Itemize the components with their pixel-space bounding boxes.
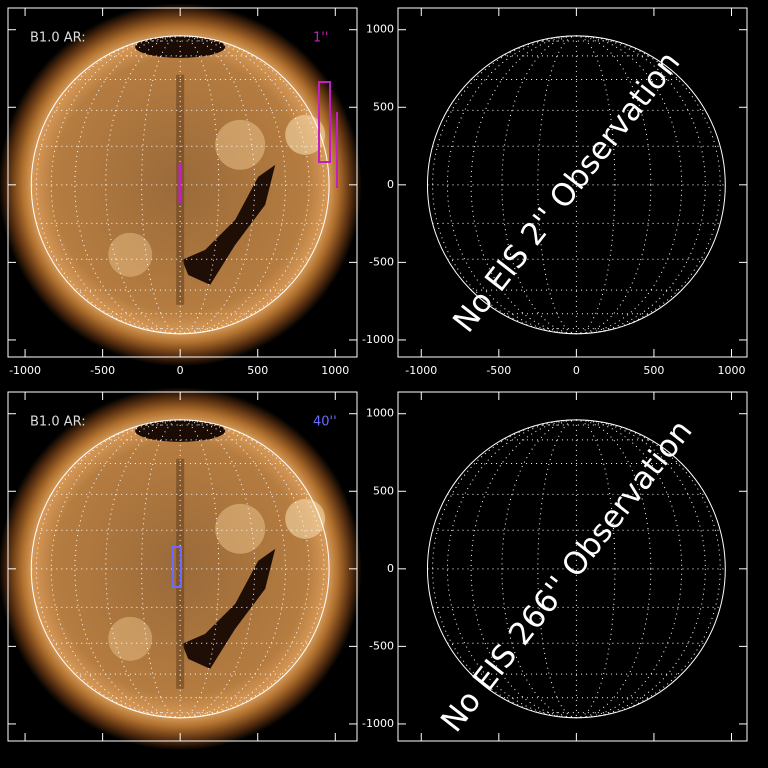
x-tick-label: 500 xyxy=(643,364,664,377)
y-tick-label: 1000 xyxy=(366,23,394,36)
y-tick-label: -1000 xyxy=(362,333,394,346)
longitude-line xyxy=(35,35,325,335)
x-tick-label: -1000 xyxy=(9,364,41,377)
limb xyxy=(30,35,330,335)
x-tick-label: -1000 xyxy=(405,364,437,377)
x-tick-label: 0 xyxy=(177,364,184,377)
x-tick-label: 500 xyxy=(247,364,268,377)
longitude-line xyxy=(432,419,721,719)
limb xyxy=(426,35,726,335)
y-tick-label: -1000 xyxy=(362,717,394,730)
longitude-line xyxy=(35,419,325,719)
bright-region xyxy=(215,119,266,170)
plot-frame xyxy=(7,7,358,358)
bright-region xyxy=(108,616,153,661)
y-tick-label: 500 xyxy=(373,484,394,497)
longitude-line xyxy=(432,35,721,335)
bright-region xyxy=(285,114,326,155)
limb xyxy=(426,419,726,719)
y-tick-label: 500 xyxy=(373,100,394,113)
y-tick-label: -500 xyxy=(369,639,394,652)
x-tick-label: -500 xyxy=(486,364,511,377)
bright-region xyxy=(108,232,153,277)
slit-label: 40'' xyxy=(313,415,337,430)
plot-frame xyxy=(7,391,358,742)
x-tick-label: 1000 xyxy=(717,364,745,377)
y-tick-label: 0 xyxy=(387,562,394,575)
overlays xyxy=(172,81,338,588)
coronal-hole xyxy=(182,548,276,669)
x-tick-label: -500 xyxy=(90,364,115,377)
bright-region xyxy=(215,503,266,554)
y-tick-label: -500 xyxy=(369,255,394,268)
coronal-hole xyxy=(182,164,276,285)
plot-frame xyxy=(397,391,748,742)
x-tick-label: 1000 xyxy=(321,364,349,377)
plot-frame xyxy=(397,7,748,358)
fov-box xyxy=(318,81,331,163)
x-tick-label: 0 xyxy=(573,364,580,377)
fov-box xyxy=(172,546,182,588)
limb xyxy=(30,419,330,719)
slit-label: 1'' xyxy=(313,31,328,46)
panel-label: B1.0 AR: xyxy=(30,415,86,430)
panel-label: B1.0 AR: xyxy=(30,31,86,46)
y-tick-label: 1000 xyxy=(366,407,394,420)
bright-region xyxy=(285,498,326,539)
y-tick-label: 0 xyxy=(387,178,394,191)
